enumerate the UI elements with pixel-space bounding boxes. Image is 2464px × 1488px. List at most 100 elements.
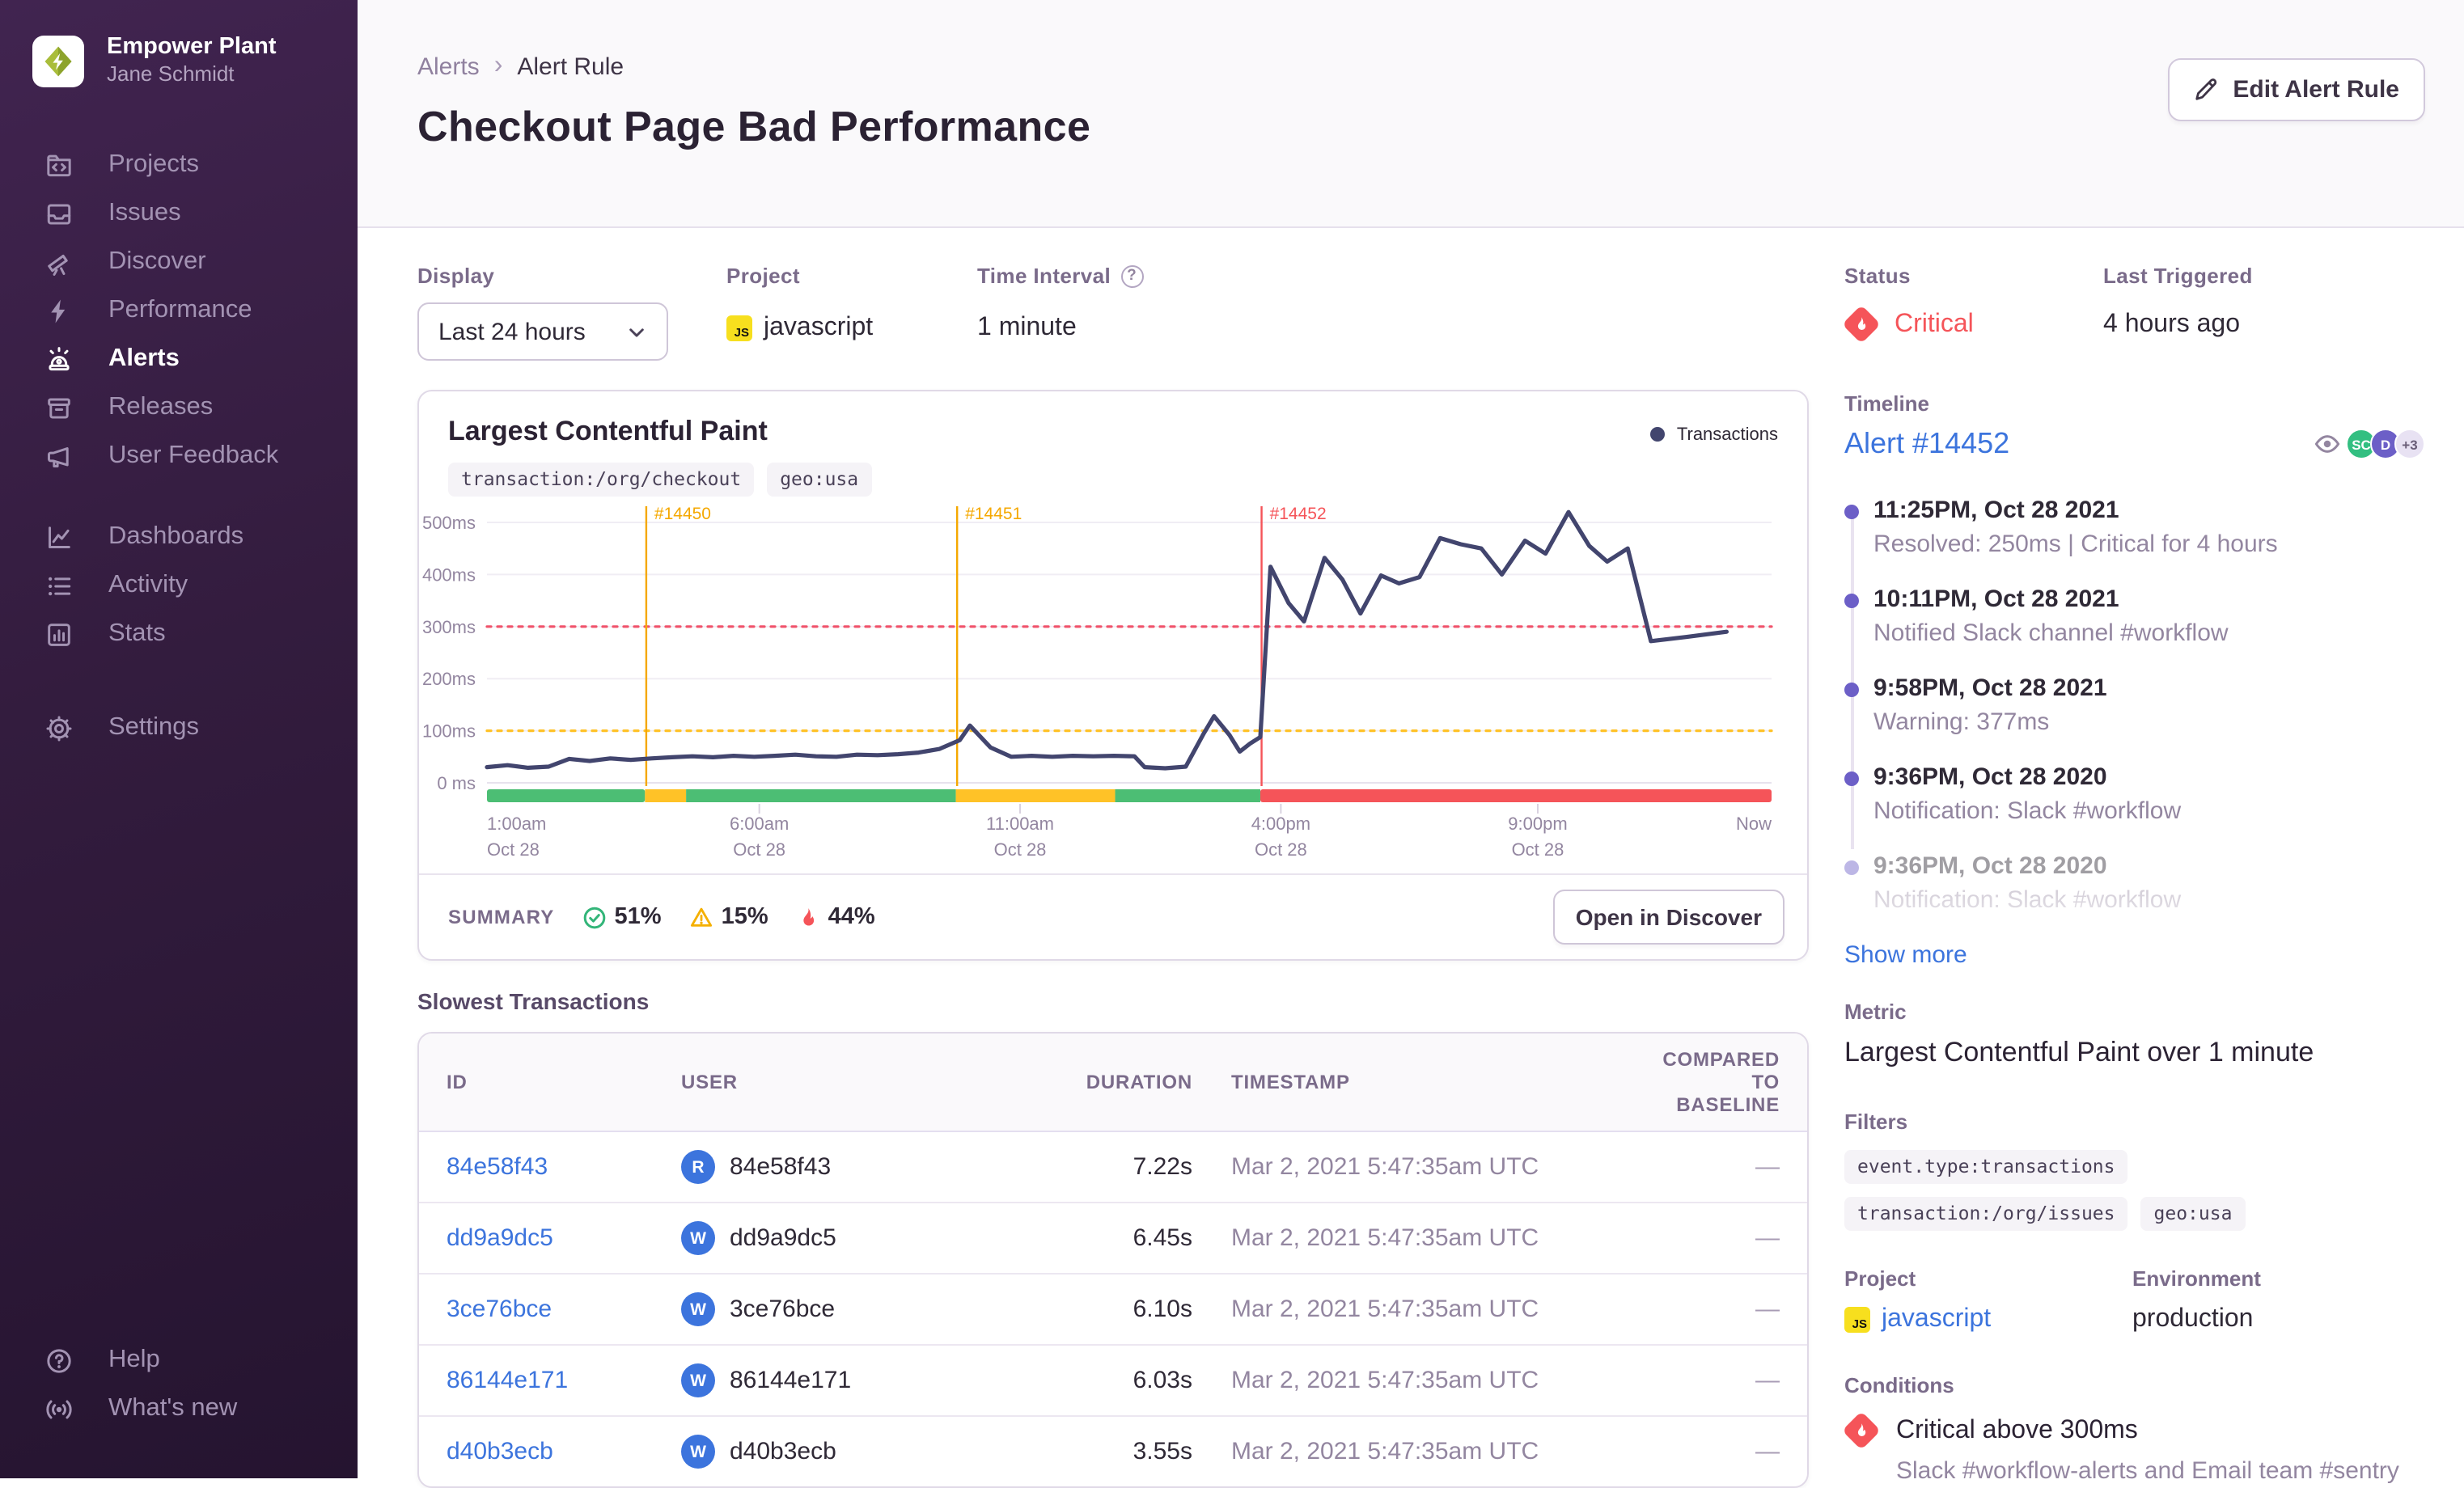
pencil-icon — [2194, 78, 2218, 102]
projects-icon — [45, 151, 73, 179]
side-project-label: Project — [1844, 1266, 1916, 1291]
timeline-list: 11:25PM, Oct 28 2021 Resolved: 250ms | Cr… — [1844, 497, 2425, 914]
sidebar-item-performance[interactable]: Performance — [0, 286, 358, 335]
sidebar-item-help[interactable]: Help — [0, 1336, 358, 1384]
side-project-link[interactable]: javascript — [1882, 1305, 1992, 1333]
filter-chip: geo:usa — [2140, 1197, 2246, 1231]
user-name: 3ce76bce — [730, 1296, 836, 1323]
sidebar-item-user-feedback[interactable]: User Feedback — [0, 432, 358, 480]
project-link[interactable]: javascript — [764, 314, 874, 341]
sidebar-item-label: Performance — [108, 296, 252, 324]
timeline-dot-icon — [1844, 683, 1859, 697]
sidebar-item-stats[interactable]: Stats — [0, 610, 358, 658]
breadcrumb: Alerts › Alert Rule — [417, 52, 2425, 81]
status-strip-segment — [487, 789, 646, 802]
warning-triangle-icon — [689, 905, 713, 929]
transactions-table-card: ID USER DURATION TIMESTAMP COMPARED TO BASEL… — [417, 1032, 1809, 1488]
sidebar-item-projects[interactable]: Projects — [0, 141, 358, 189]
avatar: +3 — [2394, 429, 2425, 459]
filter-chip: transaction:/org/issues — [1844, 1197, 2128, 1231]
sidebar-item-label: Stats — [108, 619, 166, 648]
sidebar-item-dashboards[interactable]: Dashboards — [0, 513, 358, 561]
display-dropdown[interactable]: Last 24 hours — [417, 302, 668, 361]
y-axis-tick-label: 0 ms — [437, 773, 476, 793]
timeline-entry-desc: Notification: Slack #workflow — [1873, 797, 2182, 825]
timeline-list-wrap: 11:25PM, Oct 28 2021 Resolved: 250ms | Cr… — [1844, 497, 2425, 977]
project-label: Project — [726, 264, 800, 288]
timeline-entry-time: 10:11PM, Oct 28 2021 — [1873, 585, 2119, 613]
sidebar-item-label: Issues — [108, 199, 181, 227]
timeline-connector — [1850, 513, 1853, 849]
sidebar-item-activity[interactable]: Activity — [0, 561, 358, 610]
dashboards-icon — [45, 523, 73, 551]
sidebar-menu-primary: Projects Issues Discover Performance Alerts R… — [0, 141, 358, 480]
environment-block: Environment production — [2132, 1266, 2261, 1334]
alert-link[interactable]: Alert #14452 — [1844, 427, 2010, 459]
x-axis-tick-label: Now — [1736, 814, 1772, 834]
status-label: Status — [1844, 264, 1911, 288]
y-axis-tick-label: 300ms — [422, 617, 476, 637]
main-column: Display Last 24 hours Project — [417, 264, 1809, 1488]
open-in-discover-button[interactable]: Open in Discover — [1552, 890, 1784, 945]
sidebar-item-alerts[interactable]: Alerts — [0, 335, 358, 383]
releases-icon — [45, 394, 73, 421]
sidebar-item-discover[interactable]: Discover — [0, 238, 358, 286]
lcp-chart-card: Largest Contentful Paint Transactions tr… — [417, 390, 1809, 961]
condition-row: Critical above 300ms — [1841, 1410, 2425, 1451]
transaction-id-link[interactable]: 86144e171 — [447, 1367, 569, 1394]
timeline-entry: 11:25PM, Oct 28 2021 Resolved: 250ms | Cr… — [1844, 497, 2425, 558]
transaction-id-link[interactable]: 3ce76bce — [447, 1296, 552, 1323]
duration-cell: 6.10s — [1031, 1273, 1212, 1345]
alert-row: Alert #14452 SC D +3 — [1844, 427, 2425, 461]
column-header-timestamp: TIMESTAMP — [1212, 1034, 1629, 1132]
sidebar-menu-secondary: Dashboards Activity Stats — [0, 513, 358, 658]
lcp-line-chart[interactable]: 0 ms 100ms 200ms 300ms 400ms 500ms #14450 #1445… — [419, 500, 1810, 865]
x-axis-tick-label: 4:00pm Oct 28 — [1251, 814, 1310, 860]
sidebar-item-label: Releases — [108, 393, 214, 421]
sidebar-item-releases[interactable]: Releases — [0, 383, 358, 432]
sidebar-item-label: Activity — [108, 571, 188, 599]
sidebar-item-issues[interactable]: Issues — [0, 189, 358, 238]
sidebar-item-settings[interactable]: Settings — [0, 704, 358, 752]
transactions-table: ID USER DURATION TIMESTAMP COMPARED TO BASEL… — [419, 1034, 1807, 1486]
chart-tags: transaction:/org/checkout geo:usa — [419, 448, 1807, 497]
side-column: Status Critical Last Triggered 4 hours a… — [1841, 264, 2425, 1488]
table-row[interactable]: 84e58f43 R 84e58f43 7.22s Mar 2, 2021 5:47:3… — [419, 1131, 1807, 1203]
table-row[interactable]: 3ce76bce W 3ce76bce 6.10s Mar 2, 2021 5:47:3… — [419, 1273, 1807, 1345]
x-axis-tick-label: 1:00am Oct 28 — [487, 814, 546, 860]
org-switcher[interactable]: Empower Plant Jane Schmidt — [0, 32, 358, 89]
table-header-row: ID USER DURATION TIMESTAMP COMPARED TO BASEL… — [419, 1034, 1807, 1132]
transaction-id-link[interactable]: 84e58f43 — [447, 1153, 548, 1181]
baseline-cell: — — [1629, 1202, 1807, 1274]
metric-value: Largest Contentful Paint over 1 minute — [1844, 1037, 2314, 1067]
summary-critical-stat: 44% — [796, 904, 875, 930]
breadcrumb-alerts[interactable]: Alerts — [417, 53, 480, 80]
sidebar-item-what-s-new[interactable]: What's new — [0, 1384, 358, 1433]
edit-alert-rule-button[interactable]: Edit Alert Rule — [2168, 58, 2425, 121]
stats-icon — [45, 620, 73, 648]
page-header: Alerts › Alert Rule Checkout Page Bad Pe… — [358, 0, 2464, 228]
conditions-label: Conditions — [1844, 1373, 1954, 1397]
eye-icon[interactable] — [2314, 430, 2341, 458]
timeline-entry: 9:58PM, Oct 28 2021 Warning: 377ms — [1844, 674, 2425, 736]
show-more-link[interactable]: Show more — [1844, 941, 1967, 969]
help-circle-icon[interactable]: ? — [1120, 264, 1144, 287]
timeline-dot-icon — [1844, 860, 1859, 875]
baseline-cell: — — [1629, 1344, 1807, 1416]
timeline-label: Timeline — [1844, 391, 1930, 416]
status-strip-segment — [686, 789, 956, 802]
transaction-id-link[interactable]: d40b3ecb — [447, 1438, 553, 1465]
help-icon — [45, 1346, 73, 1374]
status-value: Critical — [1895, 310, 1974, 337]
column-header-compared-to-baseline: COMPARED TO BASELINE — [1629, 1034, 1807, 1132]
transaction-id-link[interactable]: dd9a9dc5 — [447, 1224, 553, 1252]
page-title: Checkout Page Bad Performance — [417, 102, 1091, 150]
critical-flame-icon — [1841, 1410, 1882, 1451]
org-info: Empower Plant Jane Schmidt — [107, 32, 277, 89]
timestamp-cell: Mar 2, 2021 5:47:35am UTC — [1212, 1415, 1629, 1486]
breadcrumb-alert-rule: Alert Rule — [517, 53, 624, 80]
table-row[interactable]: 86144e171 W 86144e171 6.03s Mar 2, 2021 5:47… — [419, 1344, 1807, 1416]
